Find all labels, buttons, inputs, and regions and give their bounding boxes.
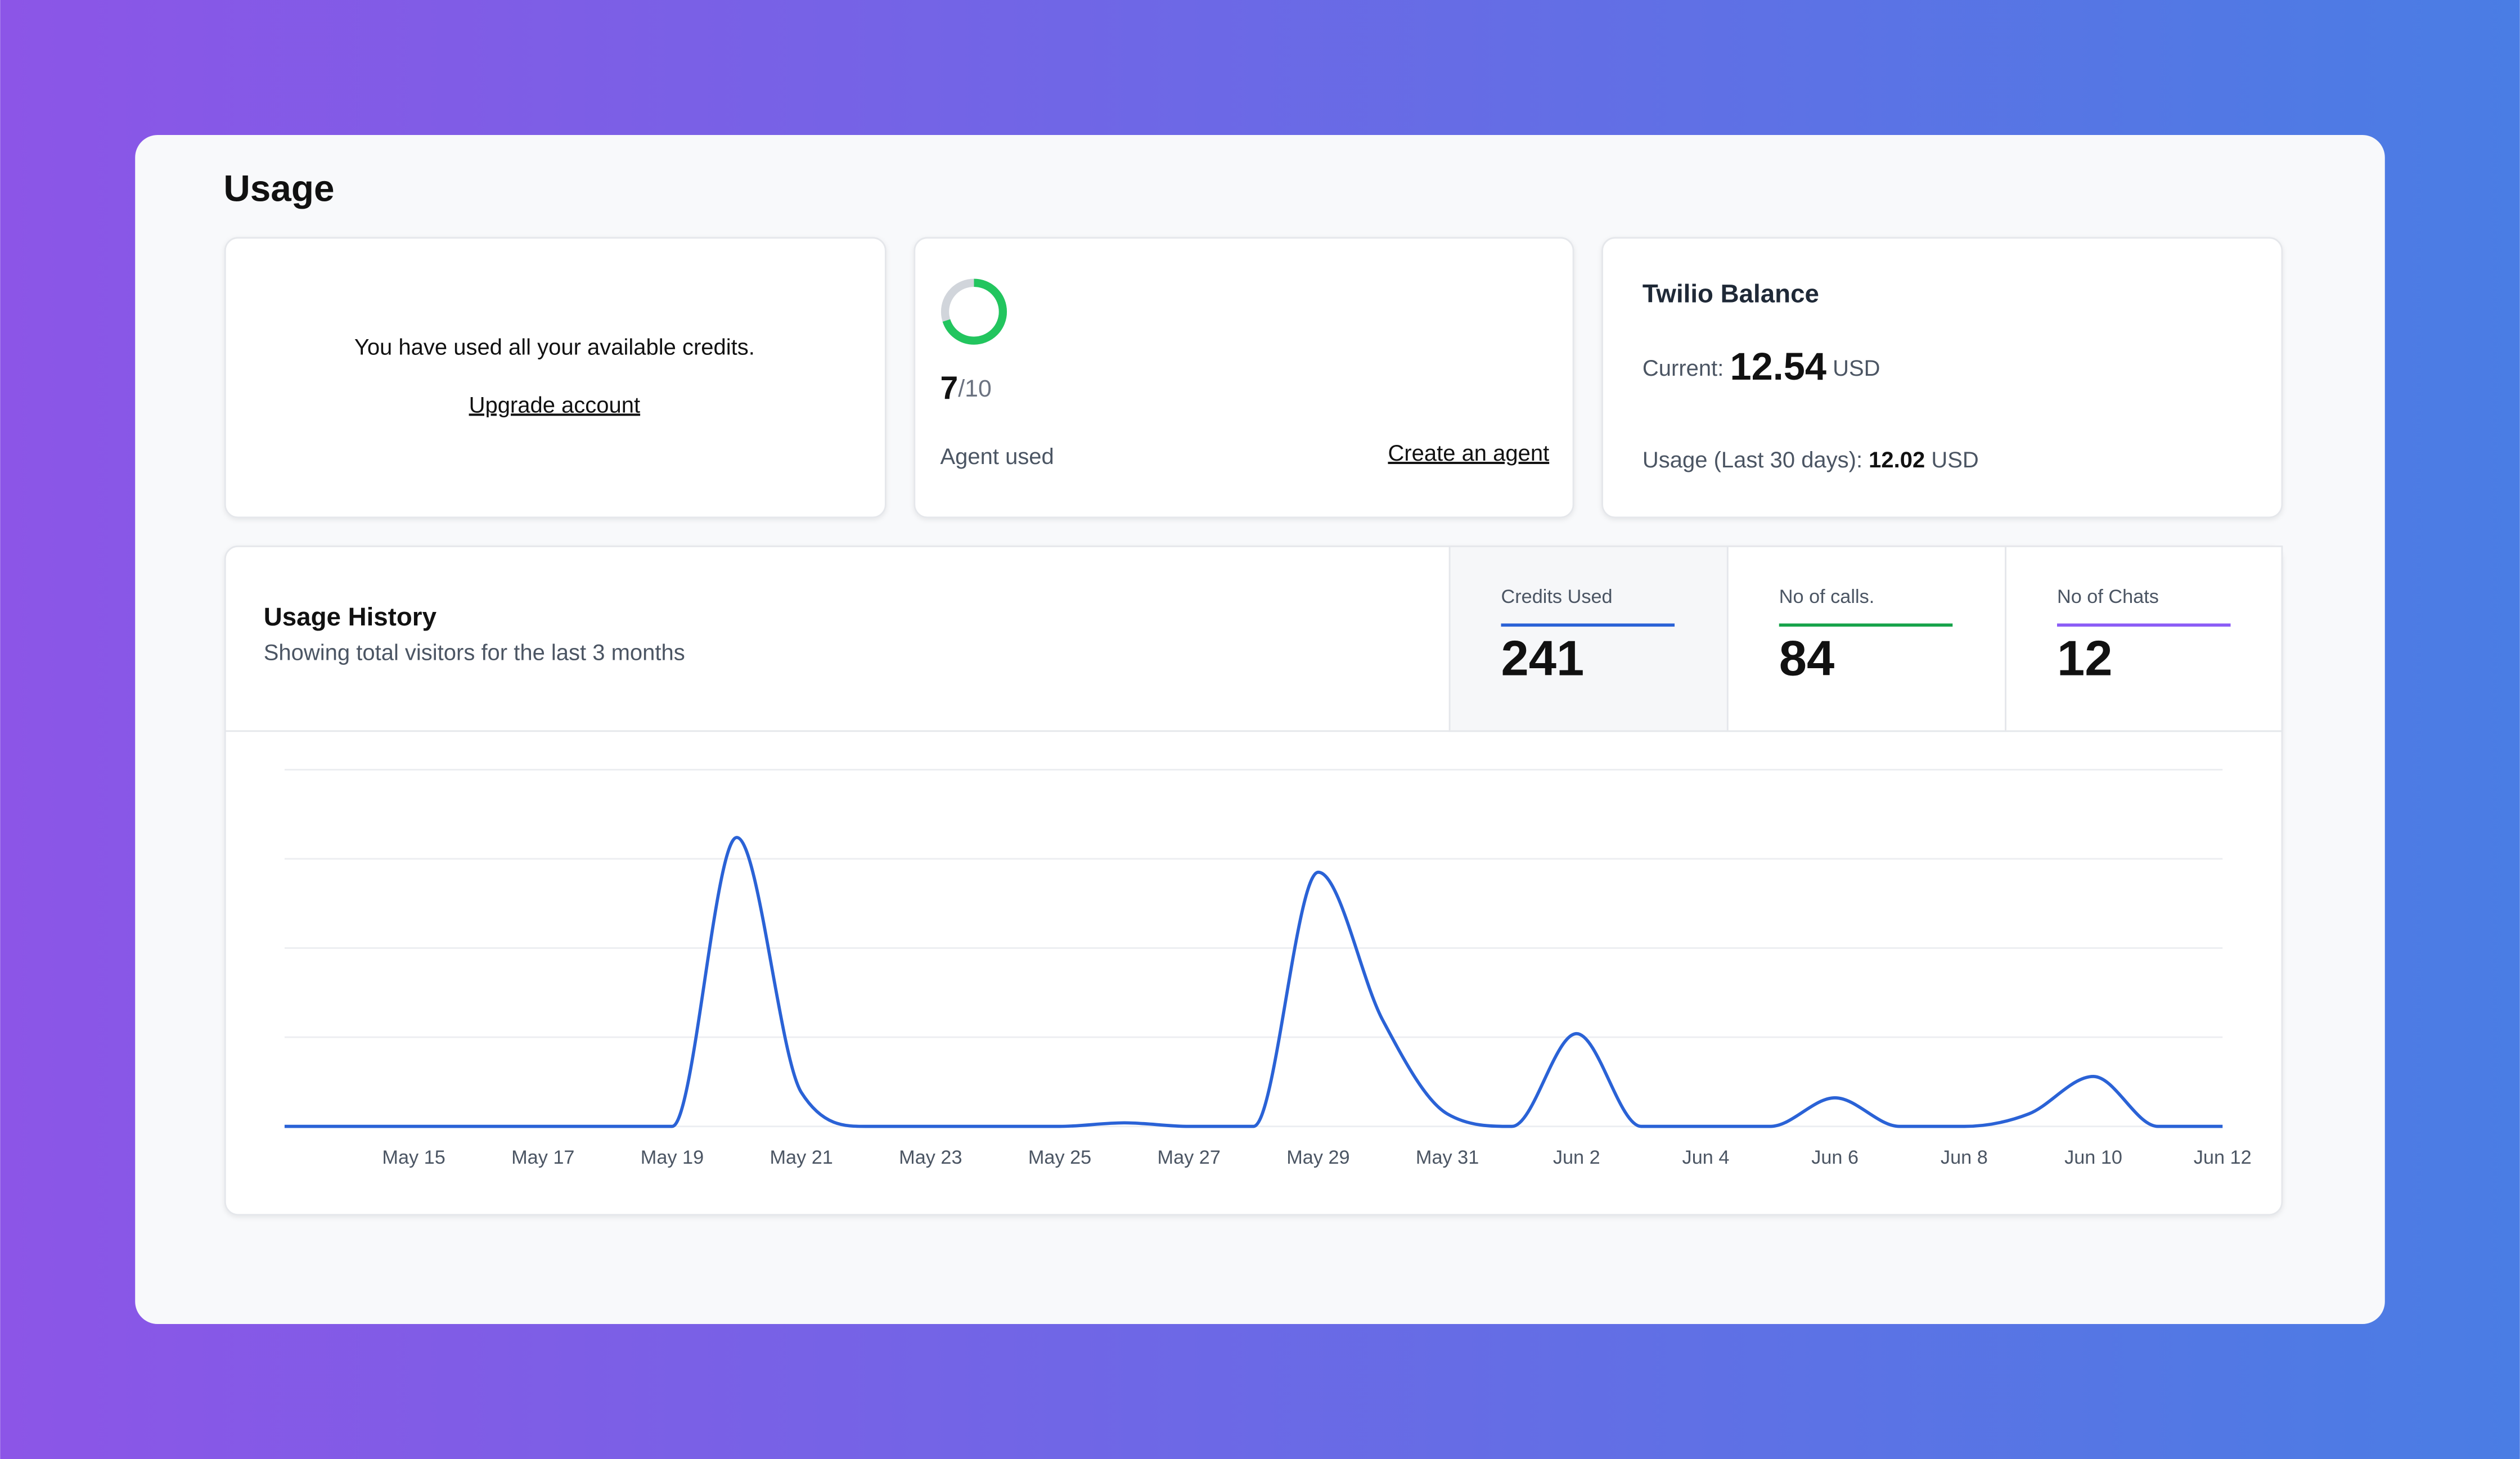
x-tick-label: May 31 [1416, 1147, 1479, 1168]
x-tick-label: May 21 [770, 1147, 832, 1168]
tab-bg [2005, 545, 2283, 732]
twilio-current: Current: 12.54 USD [1642, 345, 1880, 388]
twilio-card [1601, 237, 2283, 519]
x-tick-label: Jun 12 [2194, 1147, 2252, 1168]
agent-caption: Agent used [940, 444, 1054, 469]
x-tick-label: May 25 [1028, 1147, 1091, 1168]
credits-message: You have used all your available credits… [354, 335, 755, 359]
stat-tab[interactable]: No of Chats 12 [2005, 545, 2283, 732]
usage-value: 12.02 [1869, 447, 1925, 472]
x-tick-label: Jun 2 [1553, 1147, 1600, 1168]
tab-label: No of calls. [1779, 586, 1875, 607]
x-tick-label: May 19 [641, 1147, 704, 1168]
stat-tab[interactable]: Credits Used 241 [1448, 545, 1729, 732]
tab-bg [1448, 545, 1729, 732]
agent-used: 7 [940, 370, 958, 406]
x-tick-label: May 29 [1286, 1147, 1349, 1168]
history-subtitle: Showing total visitors for the last 3 mo… [264, 640, 685, 665]
agent-count: 7/10 [940, 370, 991, 406]
twilio-usage: Usage (Last 30 days): 12.02 USD [1642, 447, 1979, 472]
line-series [284, 836, 2223, 1128]
upgrade-link[interactable]: Upgrade account [469, 393, 641, 417]
current-value: 12.54 [1730, 345, 1826, 388]
x-tick-label: Jun 6 [1811, 1147, 1858, 1168]
x-tick-label: Jun 4 [1682, 1147, 1730, 1168]
tab-value: 84 [1779, 630, 1834, 686]
x-tick-label: May 27 [1158, 1147, 1221, 1168]
ring-progress [940, 278, 1007, 345]
tab-label: No of Chats [2057, 586, 2159, 607]
x-tick-label: Jun 10 [2064, 1147, 2122, 1168]
tab-value: 241 [1501, 630, 1585, 686]
page-title: Usage [223, 168, 334, 209]
history-title: Usage History [264, 602, 437, 631]
tab-value: 12 [2057, 630, 2113, 686]
agent-card [914, 237, 1574, 519]
usage-label: Usage (Last 30 days): [1642, 447, 1862, 472]
create-agent-link[interactable]: Create an agent [1388, 441, 1549, 466]
twilio-title: Twilio Balance [1642, 280, 1819, 308]
x-tick-label: May 15 [382, 1147, 445, 1168]
current-unit: USD [1833, 356, 1880, 381]
tab-bg [1726, 545, 2006, 732]
credits-card [224, 237, 886, 519]
x-tick-label: May 17 [511, 1147, 574, 1168]
x-tick-label: Jun 8 [1941, 1147, 1988, 1168]
current-label: Current: [1642, 356, 1724, 381]
tab-label: Credits Used [1501, 586, 1613, 607]
stat-tab[interactable]: No of calls. 84 [1726, 545, 2006, 732]
usage-unit: USD [1931, 447, 1978, 472]
x-tick-label: May 23 [899, 1147, 962, 1168]
agent-limit: /10 [958, 376, 992, 403]
